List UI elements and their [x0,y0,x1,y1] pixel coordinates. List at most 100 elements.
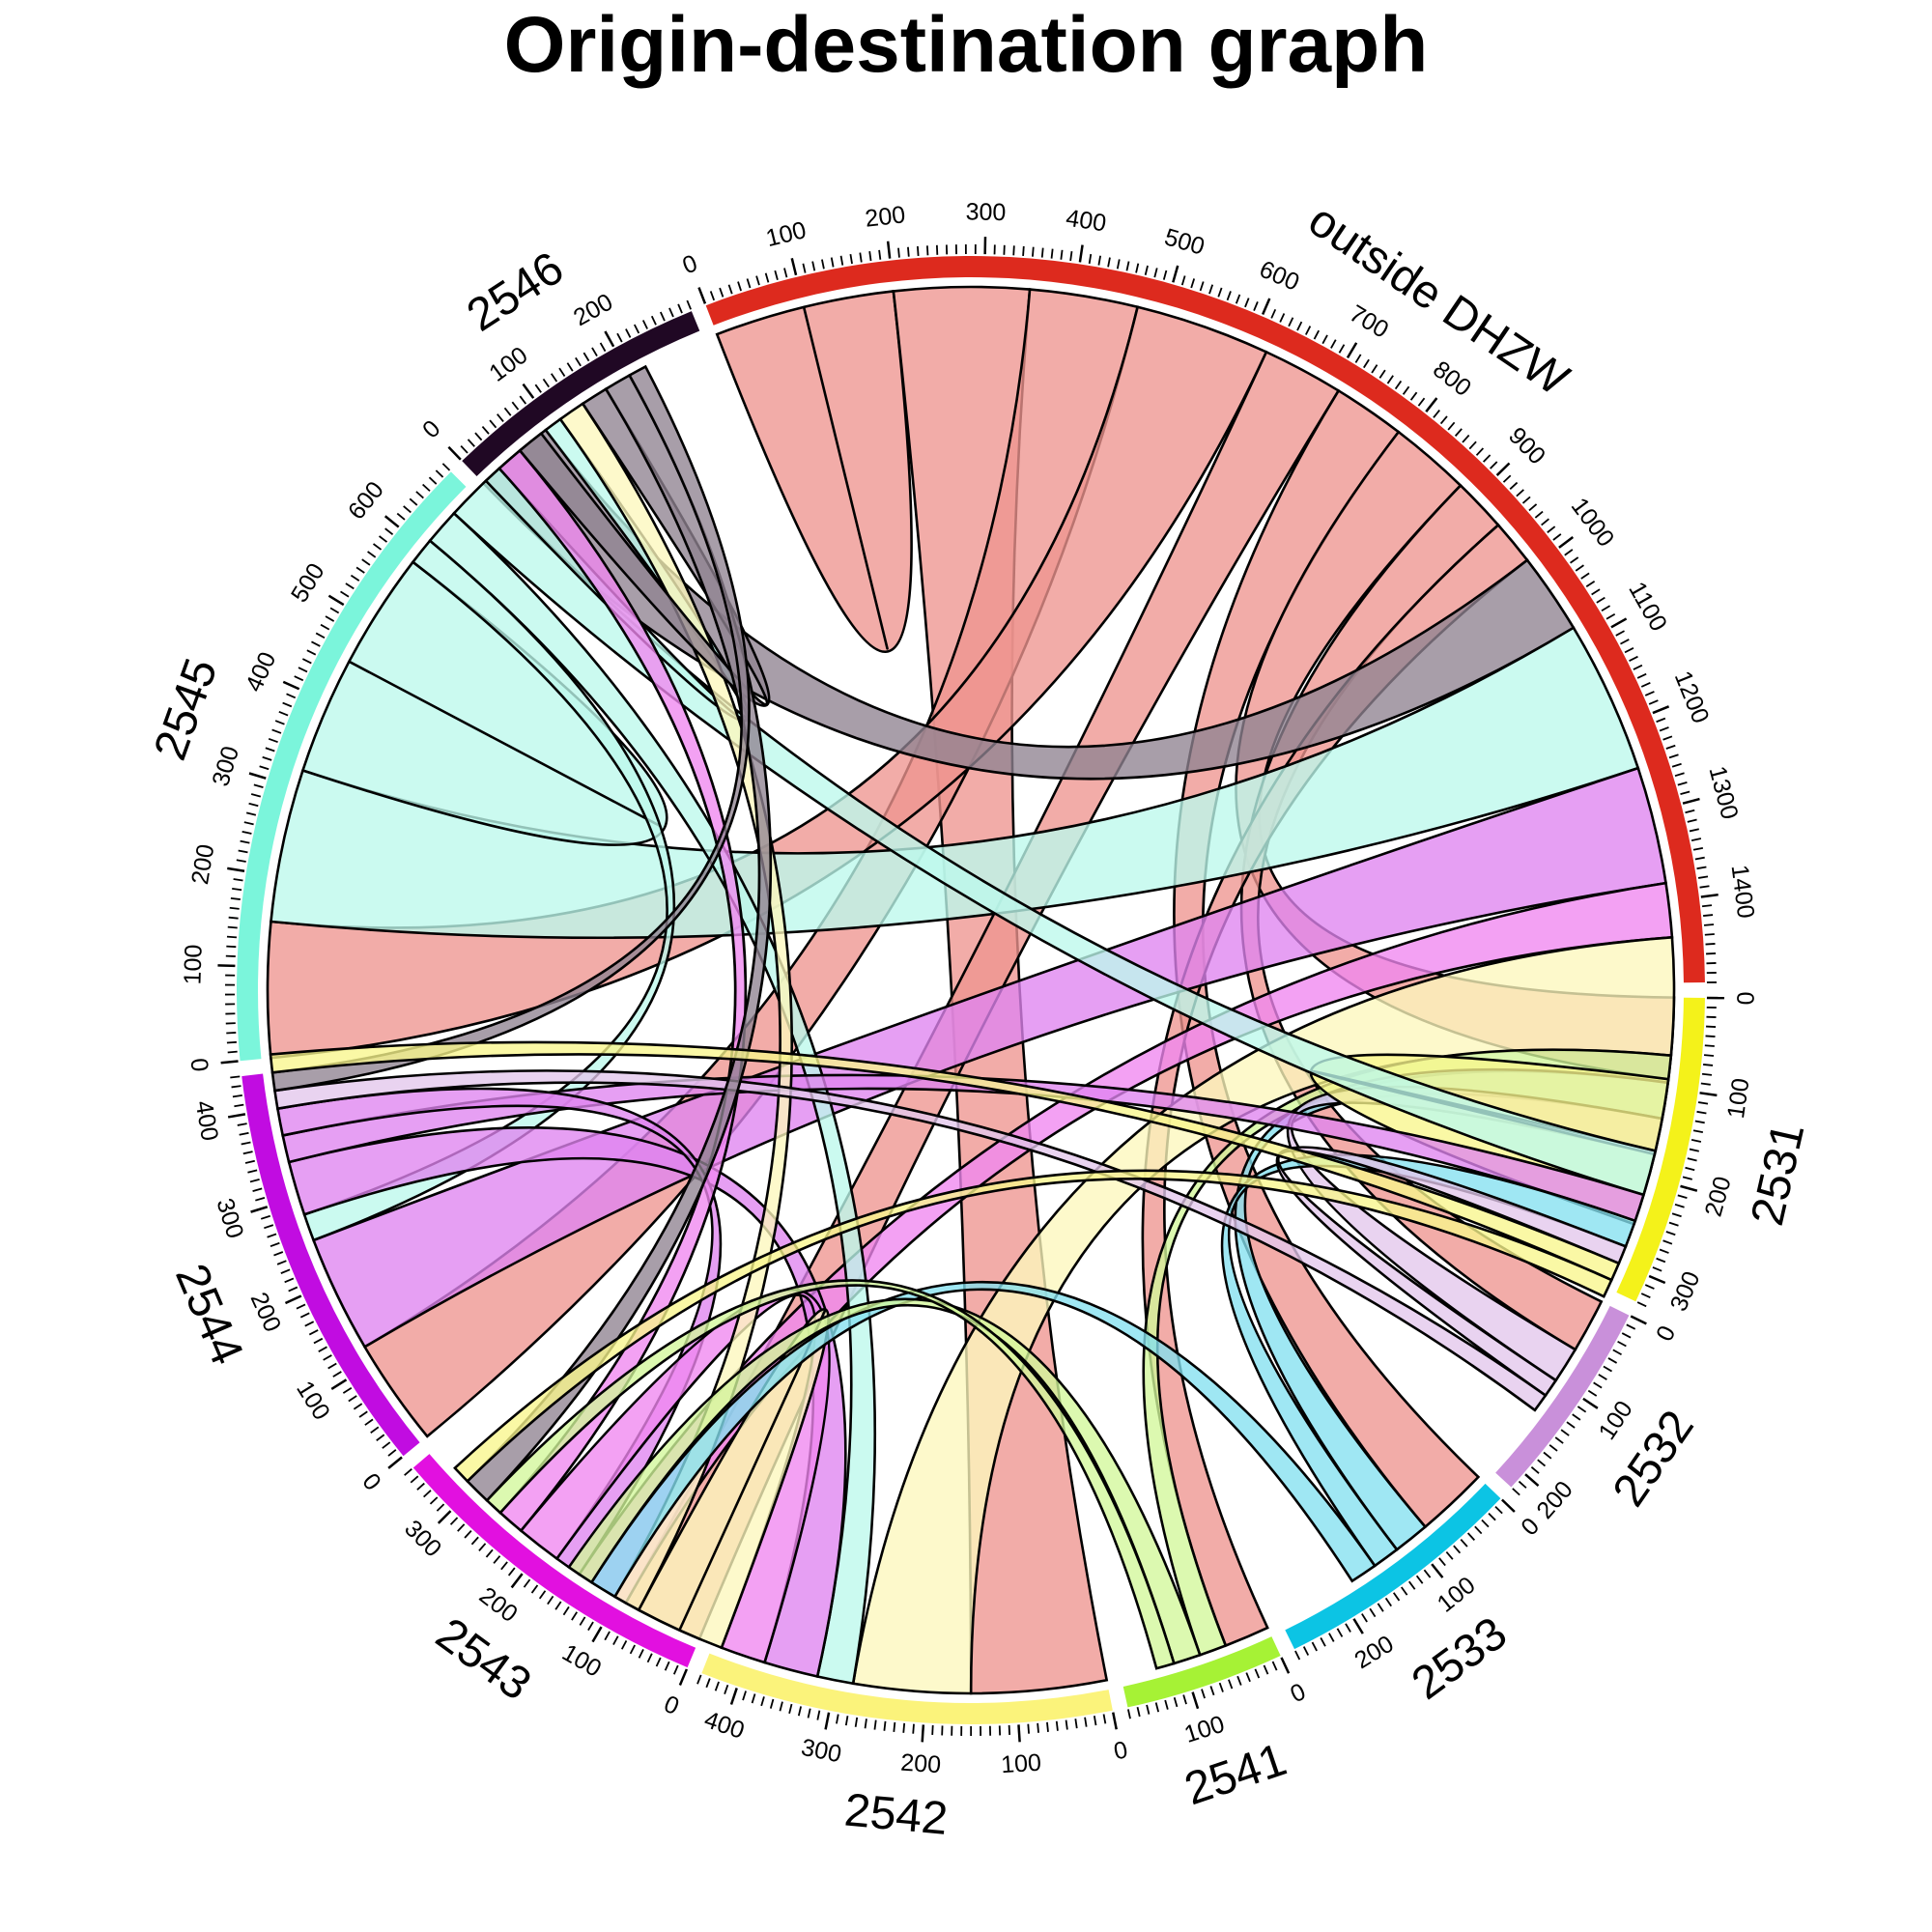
tick-2545-300 [248,772,267,780]
sector-arc-2532 [1495,1305,1630,1488]
tick-outside-dhzw-220 [907,246,910,257]
tick-outside-dhzw-1150 [1633,664,1643,670]
tick-outside-dhzw-590 [1253,301,1259,311]
tick-2542-260 [864,1719,867,1729]
tick-2543-260 [470,1536,479,1546]
tick-2546-170 [582,352,590,362]
tick-label-outside-dhzw-1400: 1400 [1725,864,1759,921]
tick-outside-dhzw-1340 [1690,838,1702,841]
tick-2544-40 [370,1426,380,1434]
tick-outside-dhzw-930 [1516,489,1524,497]
tick-2542-100 [1017,1724,1021,1743]
tick-outside-dhzw-980 [1547,526,1556,533]
tick-outside-dhzw-150 [839,255,844,266]
tick-2532-200 [1524,1473,1540,1487]
tick-outside-dhzw-190 [878,249,882,260]
tick-2542-360 [769,1698,775,1709]
tick-outside-dhzw-160 [849,253,853,265]
tick-2531-140 [1692,1129,1704,1134]
tick-outside-dhzw-800 [1425,397,1438,412]
tick-2546-100 [522,383,535,399]
tick-2531-320 [1640,1293,1651,1299]
tick-outside-dhzw-1310 [1685,809,1695,814]
tick-2545-260 [245,811,257,816]
tick-2544-420 [232,1094,242,1098]
tick-2531-130 [1694,1120,1705,1124]
tick-outside-dhzw-360 [1040,247,1044,258]
tick-2545-10 [227,1050,238,1054]
tick-outside-dhzw-960 [1534,510,1544,519]
ribbon-2541-to-2543 [485,1279,1176,1670]
sector-arc-2546 [462,311,700,477]
tick-outside-dhzw-570 [1235,294,1241,304]
ribbon-2542-to-2546 [558,402,793,1612]
tick-outside-dhzw-630 [1288,317,1294,327]
tick-2541-20 [1263,1664,1269,1675]
sector-label-2531: 2531 [1742,1119,1814,1231]
tick-outside-dhzw-780 [1409,391,1418,401]
tick-2544-290 [260,1214,271,1220]
tick-outside-dhzw-1010 [1564,549,1574,556]
tick-label-2543-0: 0 [660,1690,683,1720]
tick-label-2545-0: 0 [185,1057,213,1073]
tick-2542-250 [873,1719,877,1730]
tick-label-outside-dhzw-200: 200 [864,201,907,232]
tick-2533-0 [1501,1498,1516,1513]
tick-label-2543-200: 200 [474,1582,523,1629]
tick-2531-260 [1662,1239,1673,1245]
tick-2545-190 [233,878,243,882]
ribbon-2541-to-outside-dhzw [1142,1048,1673,1657]
tick-outside-dhzw-480 [1153,268,1158,278]
tick-outside-dhzw-1190 [1648,699,1659,705]
tick-outside-dhzw-1170 [1640,681,1651,688]
tick-2545-180 [232,888,242,892]
tick-label-outside-dhzw-1100: 1100 [1623,578,1672,637]
tick-2545-350 [271,728,282,734]
tick-outside-dhzw-1230 [1662,735,1673,741]
tick-outside-dhzw-890 [1490,461,1498,469]
tick-2544-110 [332,1371,342,1378]
tick-outside-dhzw-520 [1190,278,1196,289]
ribbon-2542-to-outside-dhzw [851,935,1676,1695]
tick-outside-dhzw-1320 [1687,818,1697,823]
tick-2543-130 [571,1611,578,1621]
tick-2543-280 [457,1523,466,1532]
tick-2531-150 [1690,1139,1702,1143]
tick-2544-280 [264,1224,274,1230]
tick-2542-370 [760,1696,765,1707]
tick-2546-180 [591,347,598,357]
tick-label-2545-500: 500 [286,558,330,607]
tick-2544-120 [327,1362,337,1370]
tick-2544-70 [353,1403,363,1410]
tick-2545-330 [265,747,275,753]
tick-2533-160 [1384,1597,1392,1607]
tick-2533-50 [1466,1532,1476,1541]
tick-label-2544-0: 0 [356,1468,385,1496]
tick-outside-dhzw-500 [1172,265,1179,283]
tick-outside-dhzw-90 [783,268,788,278]
tick-outside-dhzw-550 [1217,287,1223,298]
tick-2532-20 [1621,1332,1632,1339]
tick-label-2544-300: 300 [211,1195,248,1241]
tick-2531-80 [1701,1072,1713,1076]
tick-2531-100 [1699,1092,1718,1097]
tick-2545-580 [379,535,388,543]
tick-outside-dhzw-1060 [1591,588,1601,596]
tick-label-2542-100: 100 [1000,1749,1041,1779]
sector-label-2546: 2546 [458,242,572,342]
tick-2545-170 [230,896,241,900]
tick-2544-240 [276,1260,287,1265]
tick-2545-370 [278,710,289,717]
tick-2546-140 [558,367,566,377]
tick-label-2546-0: 0 [417,415,445,444]
tick-2532-130 [1566,1421,1576,1429]
tick-outside-dhzw-530 [1199,281,1205,292]
tick-2545-280 [250,793,262,798]
tick-outside-dhzw-1300 [1682,797,1700,805]
tick-2531-330 [1636,1301,1647,1308]
tick-2544-170 [304,1321,315,1327]
tick-2545-210 [236,859,246,863]
tick-2541-100 [1191,1691,1200,1710]
tick-2533-260 [1302,1646,1310,1656]
tick-2543-330 [423,1490,432,1498]
